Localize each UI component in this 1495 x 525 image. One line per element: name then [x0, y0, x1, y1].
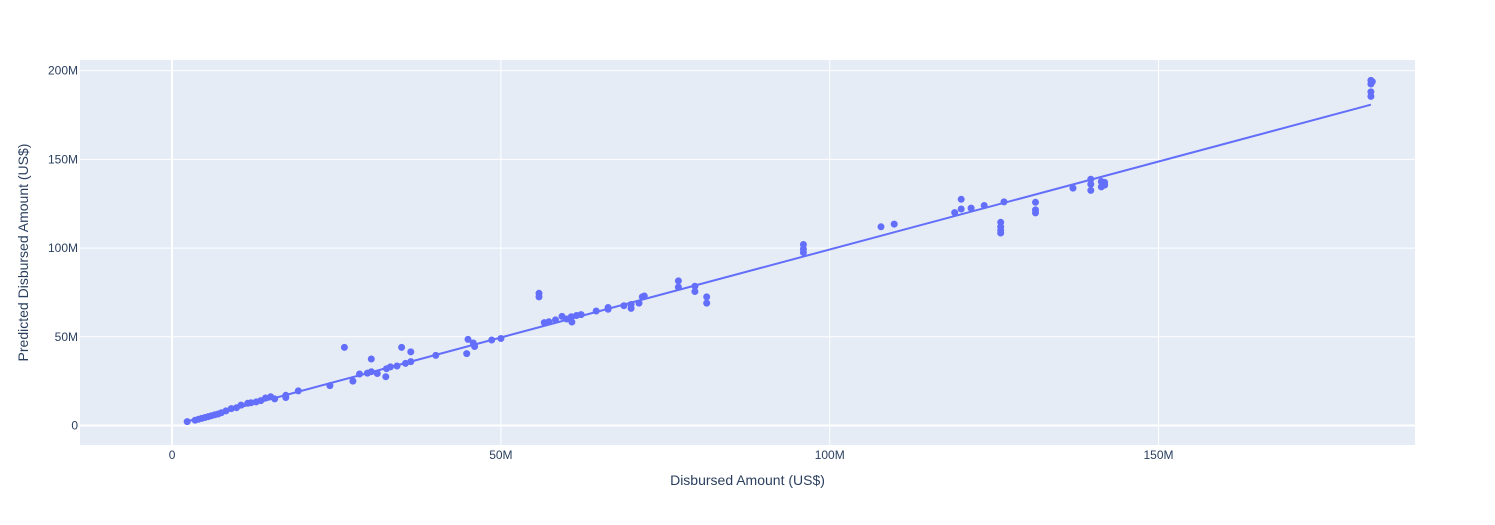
data-point [967, 204, 975, 212]
data-point [497, 335, 505, 342]
data-point [1000, 198, 1008, 206]
data-point [356, 370, 363, 378]
plot-background [80, 60, 1415, 445]
data-point [620, 302, 628, 310]
data-point [340, 343, 348, 351]
data-point [799, 249, 807, 256]
data-point [464, 335, 472, 343]
data-point [1368, 78, 1376, 86]
data-point [577, 311, 585, 319]
data-point [398, 343, 406, 351]
data-point [1069, 184, 1077, 192]
x-tick-label: 150M [1144, 448, 1174, 462]
data-point [1101, 181, 1109, 189]
data-point [227, 405, 235, 413]
x-tick-label: 50M [489, 448, 512, 462]
data-point [463, 350, 471, 358]
data-point [1032, 198, 1039, 206]
data-point [640, 292, 648, 300]
y-axis-title: Predicted Disbursed Amount (US$) [15, 144, 31, 362]
x-tick-label: 100M [815, 448, 845, 462]
data-point [407, 348, 415, 356]
data-point [703, 299, 711, 307]
data-point [691, 288, 699, 295]
data-point [1367, 92, 1375, 100]
data-point [373, 370, 381, 377]
data-point [183, 418, 191, 426]
y-tick-label: 200M [48, 64, 78, 78]
data-point [635, 299, 643, 307]
data-point [627, 301, 635, 308]
y-tick-label: 0 [71, 418, 78, 432]
data-point [890, 220, 898, 228]
x-tick-label: 0 [169, 448, 176, 462]
data-point [282, 394, 290, 401]
y-tick-label: 150M [48, 152, 78, 166]
data-point [545, 318, 553, 326]
y-axis-ticks: 0 50M 100M 150M 200M [48, 64, 78, 433]
data-point [592, 307, 600, 315]
data-point [951, 209, 959, 217]
data-point [471, 343, 479, 350]
data-point [247, 399, 255, 407]
data-point [997, 229, 1005, 237]
data-point [877, 223, 885, 231]
data-point [237, 401, 245, 409]
data-point [402, 359, 409, 367]
data-point [674, 283, 682, 291]
data-point [407, 358, 415, 366]
data-point [349, 377, 357, 385]
data-point [432, 351, 440, 359]
data-point [1087, 180, 1095, 188]
data-point [326, 382, 334, 390]
data-point [604, 304, 612, 311]
data-point [957, 205, 965, 213]
data-point [1087, 175, 1095, 183]
x-axis-ticks: 0 50M 100M 150M [169, 448, 1174, 462]
data-point [691, 282, 699, 290]
data-points [183, 76, 1376, 426]
data-point [703, 293, 711, 301]
data-point [393, 362, 401, 370]
data-point [957, 195, 965, 203]
data-point [367, 355, 375, 363]
data-point [535, 293, 543, 301]
data-point [980, 202, 988, 209]
data-point [294, 387, 302, 395]
data-point [488, 336, 496, 344]
data-point [568, 318, 576, 326]
data-point [382, 373, 390, 381]
data-point [271, 395, 279, 403]
y-tick-label: 50M [55, 330, 78, 344]
data-point [222, 407, 230, 415]
data-point [1087, 186, 1095, 194]
data-point [1032, 209, 1039, 217]
grid-lines [80, 60, 1415, 445]
data-point [367, 368, 375, 376]
data-point [674, 277, 682, 285]
data-point [552, 316, 559, 324]
x-axis-title: Disbursed Amount (US$) [670, 472, 825, 488]
y-tick-label: 100M [48, 241, 78, 255]
data-point [386, 363, 394, 371]
